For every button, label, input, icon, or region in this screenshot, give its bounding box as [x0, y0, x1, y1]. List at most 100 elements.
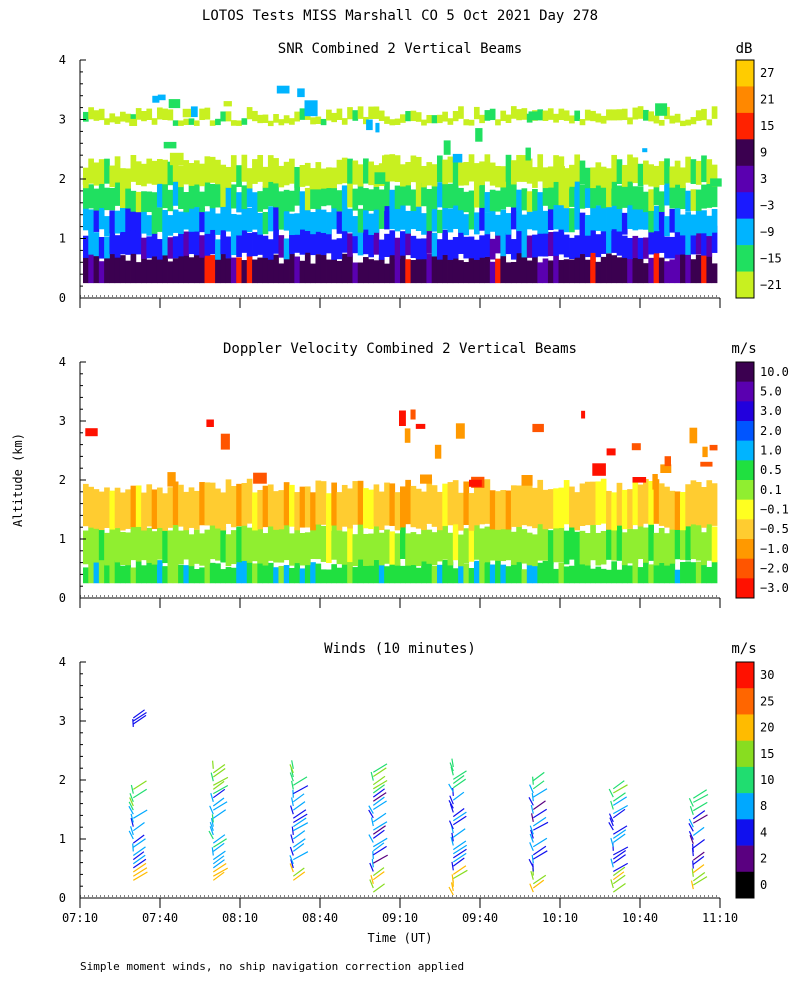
wind-barb: [530, 804, 534, 814]
heatmap-patch-doppler: [689, 427, 698, 444]
heatmap-cell-doppler: [283, 482, 290, 526]
wind-barb: [372, 779, 388, 790]
heatmap-cell-snr: [225, 258, 232, 284]
wind-barb: [532, 776, 534, 785]
heatmap-cell-doppler: [352, 481, 359, 525]
wind-barb: [692, 872, 706, 882]
heatmap-cell-snr: [611, 109, 618, 121]
heatmap-cell-snr: [267, 206, 274, 232]
heatmap-cell-doppler: [167, 557, 174, 584]
wind-barb: [292, 867, 305, 877]
heatmap-cell-doppler: [495, 555, 501, 584]
heatmap-cell-snr: [151, 160, 158, 185]
heatmap-cell-doppler: [521, 481, 528, 526]
wind-barb: [451, 832, 454, 842]
heatmap-cell-snr: [215, 239, 221, 260]
heatmap-cell-snr: [172, 154, 179, 182]
heatmap-cell-snr: [204, 253, 211, 284]
heatmap-cell-doppler: [590, 522, 596, 561]
heatmap-cell-snr: [421, 119, 427, 126]
heatmap-cell-snr: [706, 159, 713, 184]
heatmap-cell-snr: [400, 114, 406, 123]
heatmap-cell-snr: [294, 213, 301, 235]
wind-barb: [128, 805, 134, 815]
heatmap-cell-snr: [584, 259, 591, 284]
heatmap-cell-snr: [695, 189, 702, 212]
heatmap-cell-snr: [495, 165, 501, 188]
heatmap-cell-snr: [495, 226, 501, 254]
heatmap-cell-doppler: [135, 485, 142, 527]
heatmap-cell-doppler: [236, 557, 242, 584]
heatmap-cell-snr: [606, 168, 612, 189]
colorbar-label-snr: 15: [760, 119, 774, 133]
heatmap-cell-snr: [225, 236, 232, 259]
heatmap-cell-snr: [230, 213, 237, 236]
wind-barb: [532, 850, 548, 860]
heatmap-cell-snr: [310, 212, 316, 235]
heatmap-cell-snr: [447, 118, 454, 125]
heatmap-cell-snr: [135, 228, 142, 255]
heatmap-cell-snr: [590, 225, 596, 253]
wind-barb: [208, 830, 214, 840]
wind-barb: [129, 797, 134, 807]
heatmap-cell-doppler: [204, 555, 211, 584]
heatmap-cell-doppler: [542, 560, 549, 584]
wind-barb: [692, 801, 708, 812]
heatmap-cell-snr: [326, 178, 332, 206]
heatmap-cell-doppler: [669, 556, 676, 584]
wind-barb: [610, 879, 614, 889]
heatmap-cell-snr: [204, 156, 211, 183]
heatmap-cell-snr: [526, 191, 533, 212]
heatmap-cell-snr: [658, 257, 665, 284]
heatmap-cell-snr: [162, 209, 168, 234]
heatmap-cell-snr: [98, 261, 105, 284]
heatmap-cell-snr: [584, 109, 591, 121]
heatmap-cell-snr: [484, 212, 491, 235]
wind-barb: [212, 788, 226, 799]
heatmap-cell-snr: [378, 257, 385, 284]
heatmap-cell-snr: [532, 188, 538, 211]
heatmap-cell-snr: [289, 190, 295, 212]
wind-barb: [451, 874, 454, 883]
colorbar-swatch-snr: [736, 192, 754, 219]
heatmap-cell-snr: [701, 231, 707, 256]
heatmap-cell-doppler: [130, 485, 137, 528]
heatmap-cell-snr: [341, 157, 348, 184]
heatmap-cell-doppler: [283, 565, 290, 584]
heatmap-cell-snr: [690, 214, 697, 236]
wind-barb: [448, 800, 454, 809]
wind-barb: [209, 805, 214, 815]
heatmap-cell-doppler: [627, 528, 633, 564]
heatmap-cell-doppler: [415, 567, 422, 584]
heatmap-cell-snr: [278, 235, 285, 258]
heatmap-cell-snr: [595, 261, 602, 284]
heatmap-cell-doppler: [426, 479, 433, 524]
heatmap-cell-doppler: [156, 560, 163, 584]
heatmap-cell-doppler: [547, 489, 554, 529]
heatmap-cell-snr: [595, 205, 602, 231]
heatmap-cell-doppler: [151, 531, 158, 565]
heatmap-cell-doppler: [104, 487, 110, 528]
heatmap-cell-doppler: [532, 487, 538, 529]
heatmap-cell-snr: [378, 189, 385, 212]
heatmap-cell-snr: [230, 257, 237, 284]
heatmap-cell-snr: [537, 109, 544, 121]
wind-barb: [690, 880, 694, 890]
heatmap-cell-doppler: [505, 566, 512, 584]
heatmap-cell-snr: [241, 225, 248, 253]
x-tick-label-winds: 09:40: [462, 911, 498, 925]
heatmap-cell-snr: [463, 214, 470, 236]
heatmap-cell-snr: [685, 253, 691, 284]
heatmap-cell-doppler: [563, 480, 570, 525]
heatmap-cell-snr: [199, 255, 205, 284]
heatmap-cell-snr: [521, 234, 528, 258]
heatmap-cell-snr: [542, 167, 549, 189]
wind-barb: [210, 817, 214, 827]
heatmap-cell-snr: [83, 111, 89, 122]
heatmap-cell-snr: [394, 118, 401, 125]
heatmap-cell-doppler: [156, 521, 163, 560]
heatmap-cell-doppler: [653, 479, 660, 524]
heatmap-cell-snr: [93, 162, 100, 186]
heatmap-cell-snr: [119, 207, 126, 233]
heatmap-cell-snr: [532, 250, 538, 284]
